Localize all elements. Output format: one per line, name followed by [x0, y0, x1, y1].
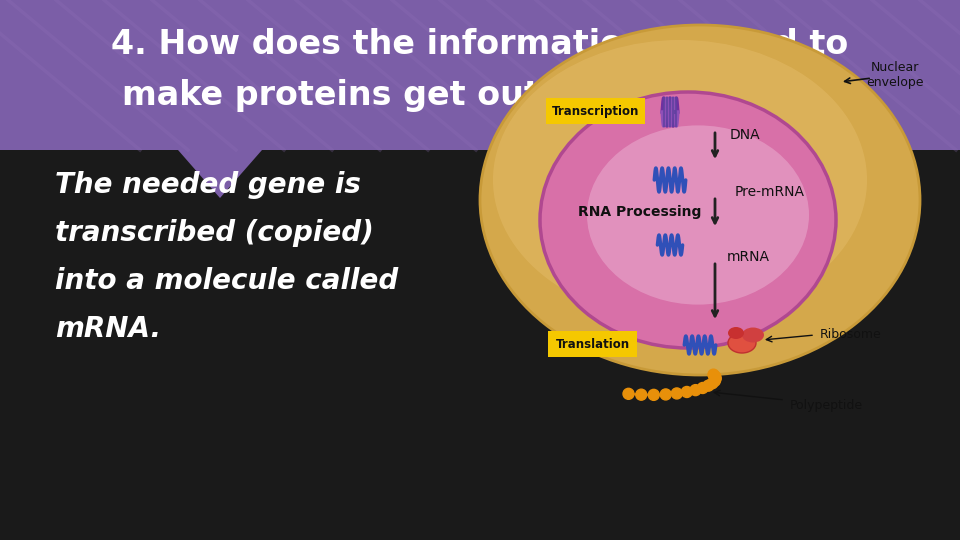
Ellipse shape — [742, 327, 764, 342]
Circle shape — [709, 371, 721, 382]
Circle shape — [636, 389, 647, 400]
Text: Ribosome: Ribosome — [820, 328, 881, 341]
Polygon shape — [178, 150, 262, 198]
Circle shape — [707, 378, 718, 389]
FancyBboxPatch shape — [548, 331, 637, 357]
Text: Transcription: Transcription — [552, 105, 639, 118]
Circle shape — [682, 387, 692, 397]
Text: mRNA: mRNA — [727, 250, 770, 264]
FancyBboxPatch shape — [0, 0, 960, 150]
Circle shape — [623, 388, 634, 399]
Circle shape — [709, 375, 720, 386]
Circle shape — [708, 369, 719, 380]
Text: DNA: DNA — [730, 128, 760, 142]
Ellipse shape — [493, 40, 867, 320]
Text: 4. How does the information needed to: 4. How does the information needed to — [111, 29, 849, 62]
Text: Polypeptide: Polypeptide — [790, 399, 863, 411]
Text: make proteins get out of the nucleus?: make proteins get out of the nucleus? — [122, 78, 838, 111]
Circle shape — [660, 389, 671, 400]
Circle shape — [690, 384, 701, 396]
Text: mRNA.: mRNA. — [55, 315, 161, 343]
Ellipse shape — [480, 25, 920, 375]
Circle shape — [648, 389, 660, 400]
Text: RNA Processing: RNA Processing — [578, 205, 702, 219]
Circle shape — [703, 380, 714, 391]
Text: Nuclear
envelope: Nuclear envelope — [866, 61, 924, 89]
Ellipse shape — [728, 327, 744, 339]
Circle shape — [671, 388, 683, 399]
Text: The needed gene is: The needed gene is — [55, 171, 361, 199]
Circle shape — [697, 382, 708, 394]
Ellipse shape — [587, 125, 809, 305]
Text: transcribed (copied): transcribed (copied) — [55, 219, 373, 247]
Ellipse shape — [728, 333, 756, 353]
Text: into a molecule called: into a molecule called — [55, 267, 398, 295]
Text: Translation: Translation — [556, 338, 630, 350]
Text: Pre-mRNA: Pre-mRNA — [735, 185, 805, 199]
FancyBboxPatch shape — [546, 98, 645, 124]
Circle shape — [710, 373, 721, 384]
Ellipse shape — [540, 92, 836, 348]
